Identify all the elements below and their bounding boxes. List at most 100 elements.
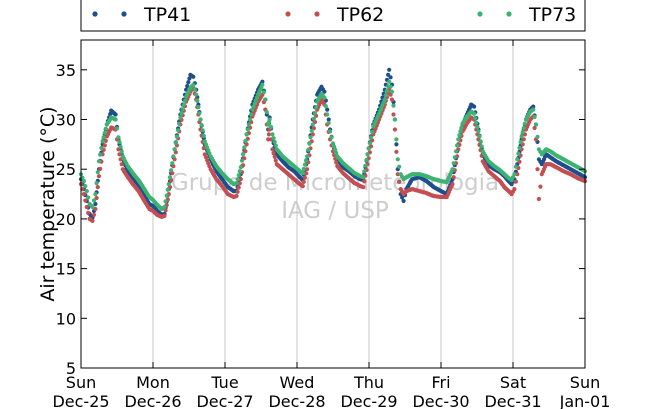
data-point (452, 155, 457, 160)
data-point (387, 67, 392, 72)
data-point (245, 127, 250, 132)
data-point (102, 130, 107, 135)
axis-ticks: 5101520253035SunDec-25MonDec-26TueDec-27… (52, 40, 610, 409)
y-axis-label: Air temperature (°C) (37, 106, 59, 301)
data-point (81, 192, 86, 197)
series-TP73 (78, 79, 588, 212)
x-tick-label-day: Sun (570, 373, 600, 392)
data-point (307, 141, 312, 146)
y-tick-label: 10 (56, 309, 76, 328)
watermark-line: IAG / USP (281, 198, 389, 224)
data-point (517, 145, 522, 150)
data-point (261, 90, 266, 95)
data-point (312, 111, 318, 116)
data-point (392, 127, 397, 132)
data-point (191, 82, 196, 87)
data-point (518, 140, 523, 145)
data-point (234, 181, 239, 186)
data-point (196, 105, 201, 110)
data-point (118, 144, 123, 149)
data-point (401, 198, 406, 204)
data-point (512, 187, 517, 192)
data-point (163, 199, 168, 204)
data-point (103, 138, 108, 143)
data-point (370, 129, 375, 135)
legend-label: TP41 (143, 4, 191, 26)
data-point (325, 107, 330, 112)
data-point (389, 97, 395, 102)
data-point (238, 177, 243, 182)
x-tick-label-date: Dec-29 (340, 392, 397, 409)
data-point (266, 137, 271, 142)
data-point (191, 74, 196, 79)
data-point (235, 189, 240, 194)
data-point (263, 97, 268, 102)
data-point (334, 151, 339, 156)
data-point (237, 181, 242, 186)
data-point (201, 146, 206, 151)
data-point (397, 179, 402, 184)
data-point (387, 79, 392, 84)
data-point (536, 196, 542, 202)
data-point (476, 129, 481, 134)
x-tick-label-date: Dec-28 (268, 392, 325, 409)
data-point (455, 143, 460, 148)
data-point (165, 187, 170, 192)
x-tick-label-day: Thu (353, 373, 384, 392)
data-point (91, 198, 97, 203)
data-point (246, 122, 251, 127)
data-point (361, 175, 366, 180)
y-tick-label: 30 (56, 111, 76, 130)
data-point (325, 112, 330, 117)
data-point (328, 129, 333, 134)
data-point (113, 117, 118, 122)
data-point (94, 181, 99, 186)
legend-label: TP62 (336, 4, 384, 26)
data-point (332, 144, 337, 149)
data-point (306, 147, 311, 152)
data-point (391, 103, 396, 108)
data-point (477, 134, 482, 139)
data-point (96, 159, 102, 164)
data-point (171, 154, 176, 159)
data-point (187, 76, 192, 81)
data-point (117, 140, 122, 145)
data-point (302, 175, 307, 180)
x-tick-label-date: Jan-01 (559, 392, 611, 409)
data-point (474, 120, 479, 125)
data-point (382, 97, 387, 102)
data-point (479, 144, 484, 149)
data-point (236, 173, 241, 178)
legend-marker (285, 11, 291, 17)
y-tick-label: 5 (66, 359, 76, 378)
data-point (364, 157, 369, 163)
data-point (195, 98, 200, 103)
data-point (239, 158, 245, 163)
data-point (450, 167, 455, 172)
data-point (310, 122, 315, 127)
y-tick-label: 35 (56, 61, 76, 80)
data-point (310, 132, 315, 137)
x-tick-label-day: Tue (210, 373, 238, 392)
data-point (389, 89, 395, 94)
data-point (388, 75, 393, 80)
data-point (519, 134, 524, 139)
data-point (362, 179, 367, 184)
data-point (535, 167, 540, 172)
data-points (78, 67, 588, 223)
data-point (533, 122, 539, 127)
x-tick-label-date: Dec-25 (52, 392, 109, 409)
data-point (512, 172, 517, 177)
data-point (114, 126, 120, 131)
data-point (475, 124, 480, 130)
x-tick-label-date: Dec-30 (412, 392, 469, 409)
x-tick-label-date: Dec-26 (124, 392, 181, 409)
data-point (192, 87, 197, 92)
data-point (101, 135, 106, 140)
data-point (400, 195, 405, 200)
data-point (167, 175, 173, 180)
plot-frame (80, 39, 586, 369)
data-point (162, 213, 167, 218)
data-point (522, 121, 528, 126)
